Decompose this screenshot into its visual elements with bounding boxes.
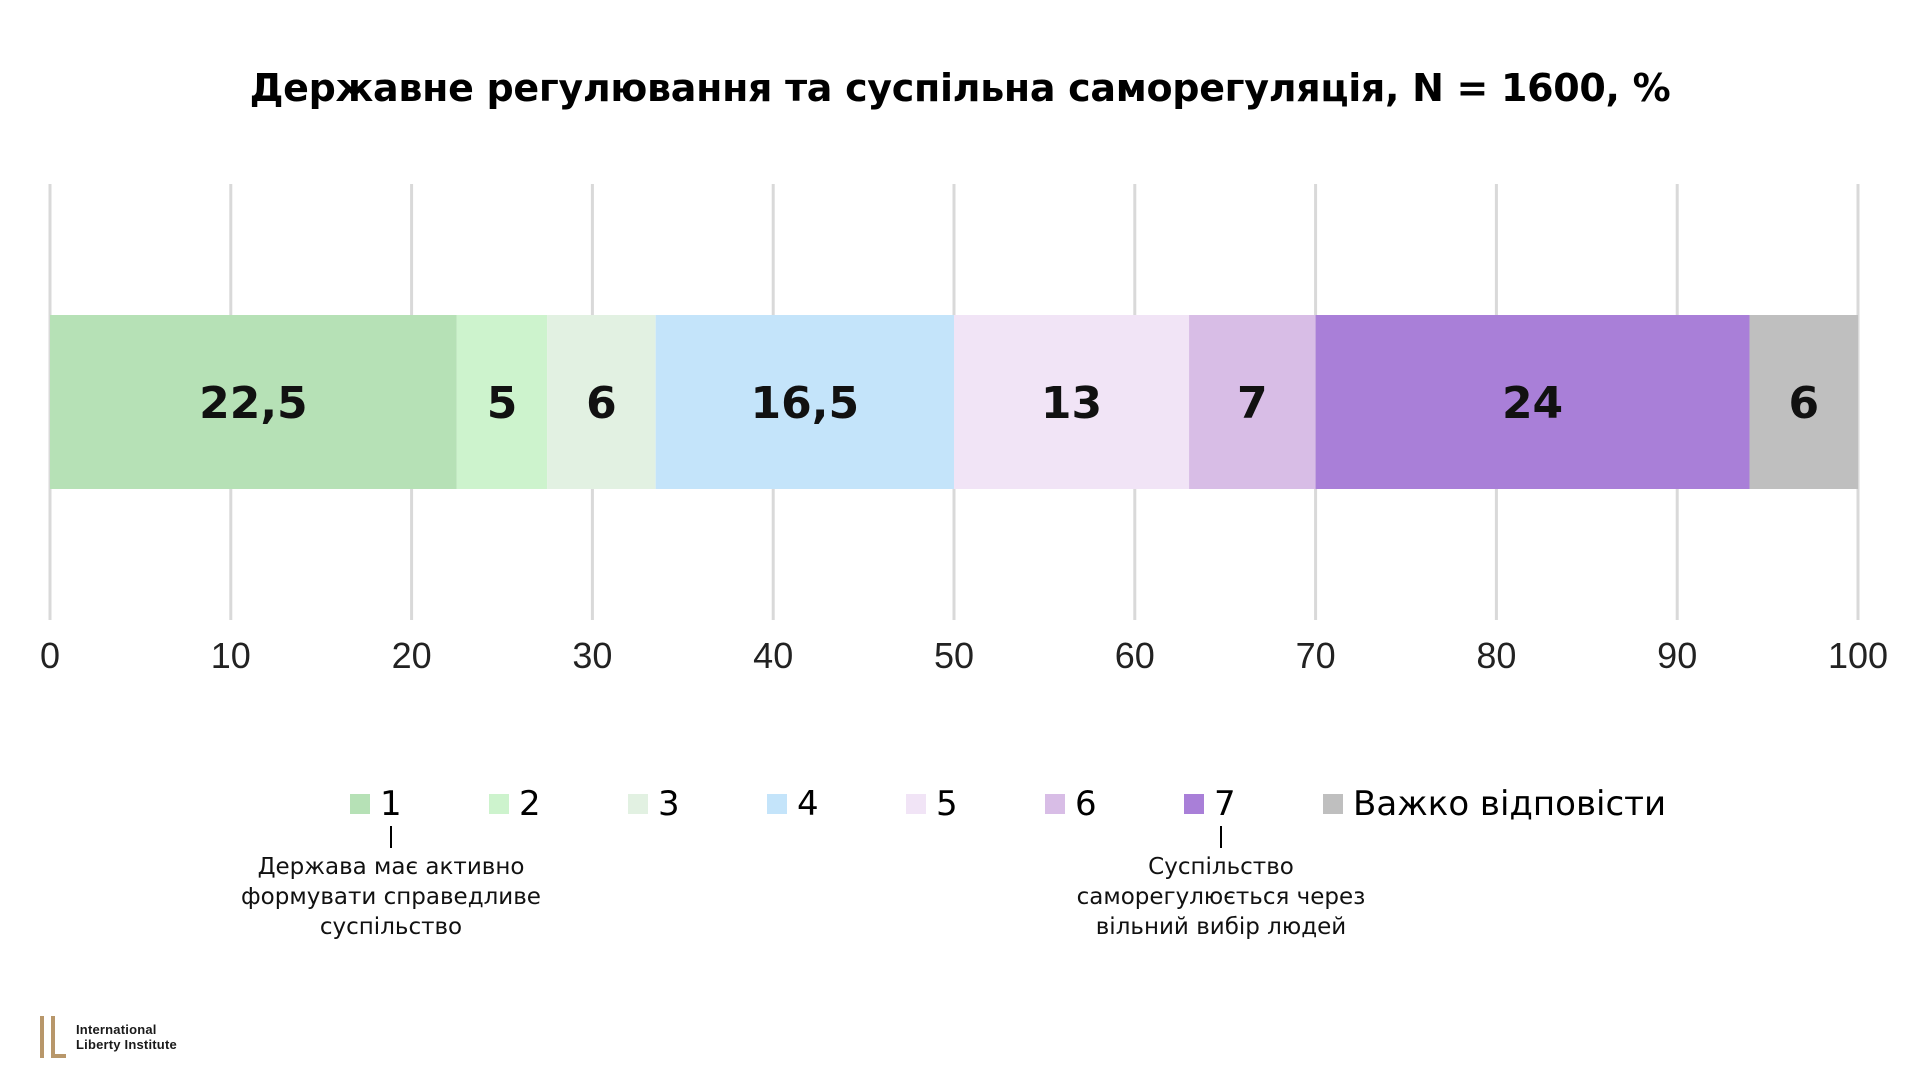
legend-item: 5 — [906, 782, 958, 826]
legend-item: 2 — [489, 782, 541, 826]
bar-segment — [954, 315, 1190, 489]
legend-label: 2 — [519, 784, 541, 824]
legend-note-tick-right — [1220, 826, 1222, 848]
x-tick-label: 0 — [40, 635, 60, 676]
data-label: 13 — [1041, 378, 1102, 429]
logo-text: International Liberty Institute — [76, 1022, 177, 1052]
legend-swatch — [489, 794, 509, 814]
logo-mark-icon — [40, 1016, 66, 1058]
legend-swatch — [1184, 794, 1204, 814]
x-tick-label: 20 — [392, 635, 432, 676]
legend-label: 4 — [797, 784, 819, 824]
logo-line-1: International — [76, 1022, 157, 1037]
bar-segment — [547, 315, 656, 489]
x-tick-label: 90 — [1657, 635, 1697, 676]
legend-swatch — [350, 794, 370, 814]
data-label: 24 — [1502, 378, 1563, 429]
legend-swatch — [906, 794, 926, 814]
legend-note-tick-left — [390, 826, 392, 848]
bar-segment — [655, 315, 954, 489]
data-label: 6 — [586, 378, 617, 429]
legend-label: 7 — [1214, 784, 1236, 824]
legend-note-left: Держава має активно формувати справедлив… — [241, 854, 541, 940]
legend-swatch — [1323, 794, 1343, 814]
legend-item: 3 — [628, 782, 680, 826]
bar-segment — [50, 315, 457, 489]
x-tick-label: 10 — [211, 635, 251, 676]
logo-line-2: Liberty Institute — [76, 1037, 177, 1052]
chart-title: Державне регулювання та суспільна саморе… — [249, 66, 1671, 110]
legend-item: 4 — [767, 782, 819, 826]
x-tick-label: 60 — [1115, 635, 1155, 676]
legend-item: Важко відповісти — [1323, 782, 1666, 826]
bar-segment — [1749, 315, 1858, 489]
legend-item: 1 — [350, 782, 402, 826]
data-label: 16,5 — [751, 378, 860, 429]
x-tick-label: 30 — [572, 635, 612, 676]
x-tick-label: 80 — [1476, 635, 1516, 676]
x-tick-label: 70 — [1296, 635, 1336, 676]
x-tick-label: 40 — [753, 635, 793, 676]
legend-swatch — [1045, 794, 1065, 814]
x-tick-label: 100 — [1828, 635, 1888, 676]
data-label: 7 — [1237, 378, 1268, 429]
bar-segment — [456, 315, 548, 489]
legend-swatch — [628, 794, 648, 814]
legend-label: 1 — [380, 784, 402, 824]
legend-swatch — [767, 794, 787, 814]
bar-segment — [1315, 315, 1750, 489]
data-label: 6 — [1788, 378, 1819, 429]
legend-label: 5 — [936, 784, 958, 824]
data-label: 22,5 — [199, 378, 308, 429]
legend-item: 7 — [1184, 782, 1236, 826]
legend-label: 6 — [1075, 784, 1097, 824]
legend-note-right: Суспільство саморегулюється через вільни… — [1076, 854, 1366, 940]
legend-item: 6 — [1045, 782, 1097, 826]
bar-segment — [1189, 315, 1316, 489]
legend-label: 3 — [658, 784, 680, 824]
x-tick-label: 50 — [934, 635, 974, 676]
data-label: 5 — [487, 378, 518, 429]
legend-label: Важко відповісти — [1353, 784, 1667, 824]
logo: International Liberty Institute — [40, 1016, 177, 1058]
